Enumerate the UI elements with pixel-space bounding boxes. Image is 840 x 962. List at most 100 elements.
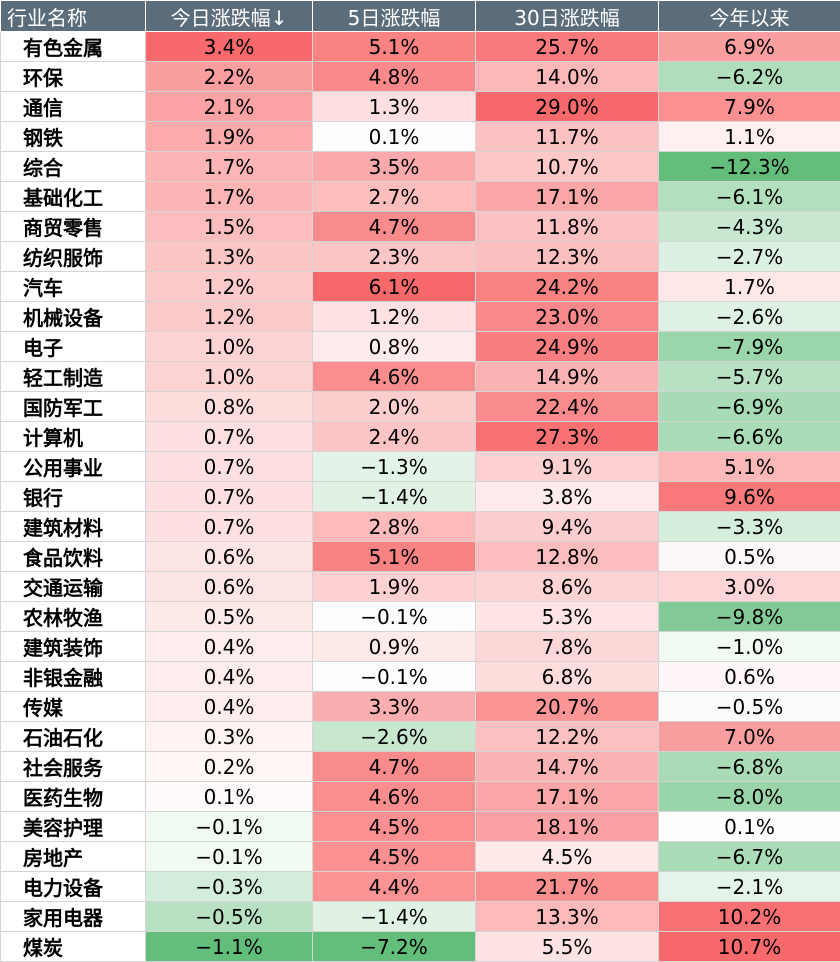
industry-name-cell: 非银金融	[1, 662, 146, 692]
industry-name-cell: 纺织服饰	[1, 242, 146, 272]
5d-change-cell: 4.5%	[313, 842, 476, 872]
today-change-cell: 1.0%	[146, 332, 313, 362]
30d-change-cell: 17.1%	[476, 182, 659, 212]
today-change-cell: −1.1%	[146, 932, 313, 962]
table-row: 煤炭−1.1%−7.2%5.5%10.7%	[1, 932, 840, 962]
30d-change-cell: 24.2%	[476, 272, 659, 302]
30d-change-cell: 14.9%	[476, 362, 659, 392]
industry-name-cell: 食品饮料	[1, 542, 146, 572]
5d-change-cell: 1.9%	[313, 572, 476, 602]
industry-name-cell: 机械设备	[1, 302, 146, 332]
industry-name-cell: 社会服务	[1, 752, 146, 782]
industry-name-cell: 建筑装饰	[1, 632, 146, 662]
industry-name-cell: 医药生物	[1, 782, 146, 812]
ytd-change-cell: 9.6%	[659, 482, 840, 512]
industry-name-cell: 电子	[1, 332, 146, 362]
ytd-change-cell: 7.9%	[659, 92, 840, 122]
header-5d-change[interactable]: 5日涨跌幅	[313, 1, 476, 32]
ytd-change-cell: −2.6%	[659, 302, 840, 332]
today-change-cell: 1.2%	[146, 302, 313, 332]
header-today-change[interactable]: 今日涨跌幅↓	[146, 1, 313, 32]
today-change-cell: 0.4%	[146, 632, 313, 662]
ytd-change-cell: −6.8%	[659, 752, 840, 782]
industry-name-cell: 交通运输	[1, 572, 146, 602]
ytd-change-cell: 0.6%	[659, 662, 840, 692]
30d-change-cell: 14.0%	[476, 62, 659, 92]
industry-name-cell: 有色金属	[1, 32, 146, 62]
today-change-cell: −0.1%	[146, 842, 313, 872]
5d-change-cell: −1.4%	[313, 482, 476, 512]
industry-name-cell: 房地产	[1, 842, 146, 872]
industry-name-cell: 银行	[1, 482, 146, 512]
ytd-change-cell: −1.0%	[659, 632, 840, 662]
ytd-change-cell: 10.2%	[659, 902, 840, 932]
5d-change-cell: 2.4%	[313, 422, 476, 452]
header-industry[interactable]: 行业名称	[1, 1, 146, 32]
today-change-cell: 0.6%	[146, 572, 313, 602]
ytd-change-cell: −4.3%	[659, 212, 840, 242]
industry-name-cell: 公用事业	[1, 452, 146, 482]
ytd-change-cell: −6.7%	[659, 842, 840, 872]
industry-name-cell: 石油石化	[1, 722, 146, 752]
5d-change-cell: 6.1%	[313, 272, 476, 302]
today-change-cell: 0.7%	[146, 482, 313, 512]
5d-change-cell: 3.5%	[313, 152, 476, 182]
header-ytd-change[interactable]: 今年以来	[659, 1, 840, 32]
header-30d-change[interactable]: 30日涨跌幅	[476, 1, 659, 32]
ytd-change-cell: 6.9%	[659, 32, 840, 62]
today-change-cell: 0.8%	[146, 392, 313, 422]
5d-change-cell: −0.1%	[313, 602, 476, 632]
ytd-change-cell: −5.7%	[659, 362, 840, 392]
5d-change-cell: 1.3%	[313, 92, 476, 122]
5d-change-cell: 3.3%	[313, 692, 476, 722]
ytd-change-cell: −12.3%	[659, 152, 840, 182]
30d-change-cell: 9.4%	[476, 512, 659, 542]
30d-change-cell: 23.0%	[476, 302, 659, 332]
ytd-change-cell: −6.1%	[659, 182, 840, 212]
ytd-change-cell: −9.8%	[659, 602, 840, 632]
ytd-change-cell: 1.7%	[659, 272, 840, 302]
30d-change-cell: 11.7%	[476, 122, 659, 152]
today-change-cell: 0.2%	[146, 752, 313, 782]
industry-name-cell: 美容护理	[1, 812, 146, 842]
industry-name-cell: 煤炭	[1, 932, 146, 962]
today-change-cell: 0.7%	[146, 452, 313, 482]
30d-change-cell: 3.8%	[476, 482, 659, 512]
today-change-cell: 0.5%	[146, 602, 313, 632]
30d-change-cell: 5.3%	[476, 602, 659, 632]
5d-change-cell: 4.5%	[313, 812, 476, 842]
ytd-change-cell: 0.5%	[659, 542, 840, 572]
ytd-change-cell: −2.7%	[659, 242, 840, 272]
today-change-cell: 0.7%	[146, 422, 313, 452]
table-row: 家用电器−0.5%−1.4%13.3%10.2%	[1, 902, 840, 932]
30d-change-cell: 12.2%	[476, 722, 659, 752]
table-row: 房地产−0.1%4.5%4.5%−6.7%	[1, 842, 840, 872]
today-change-cell: 1.7%	[146, 182, 313, 212]
today-change-cell: 1.3%	[146, 242, 313, 272]
5d-change-cell: 2.0%	[313, 392, 476, 422]
ytd-change-cell: −6.2%	[659, 62, 840, 92]
5d-change-cell: 5.1%	[313, 32, 476, 62]
industry-name-cell: 轻工制造	[1, 362, 146, 392]
5d-change-cell: −7.2%	[313, 932, 476, 962]
30d-change-cell: 11.8%	[476, 212, 659, 242]
today-change-cell: 2.2%	[146, 62, 313, 92]
industry-name-cell: 通信	[1, 92, 146, 122]
ytd-change-cell: −3.3%	[659, 512, 840, 542]
5d-change-cell: 5.1%	[313, 542, 476, 572]
industry-name-cell: 传媒	[1, 692, 146, 722]
30d-change-cell: 6.8%	[476, 662, 659, 692]
industry-name-cell: 计算机	[1, 422, 146, 452]
5d-change-cell: 4.7%	[313, 752, 476, 782]
